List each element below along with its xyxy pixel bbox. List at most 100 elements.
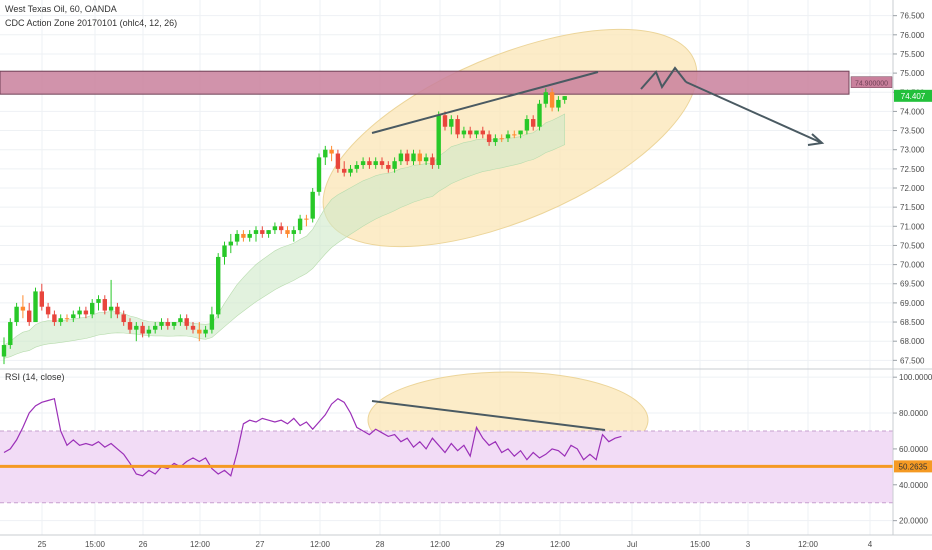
candle-body <box>518 130 523 135</box>
candle-body <box>178 318 183 323</box>
time-tick-label: 15:00 <box>85 540 106 549</box>
candle-body <box>241 233 246 238</box>
candle-body <box>367 161 372 166</box>
candle-body <box>543 92 548 104</box>
candle-body <box>493 138 498 143</box>
price-tick-label: 72.500 <box>900 165 925 174</box>
candle-body <box>442 115 448 127</box>
candle-body <box>348 168 353 173</box>
candle-body <box>90 302 95 315</box>
time-tick-label: 12:00 <box>798 540 819 549</box>
price-tick-label: 67.500 <box>900 356 925 365</box>
candle-body <box>102 299 107 311</box>
candle-body <box>285 230 290 234</box>
candle-body <box>58 318 63 323</box>
candle-body <box>486 134 492 143</box>
candle-body <box>373 161 378 166</box>
candle-body <box>272 226 278 231</box>
candle-body <box>310 191 315 219</box>
candle-body <box>304 218 309 220</box>
candle-body <box>512 134 517 136</box>
indicator-title: CDC Action Zone 20170101 (ohlc4, 12, 26) <box>5 18 178 28</box>
candle-body <box>316 157 322 192</box>
candle-body <box>398 153 404 162</box>
price-tick-label: 75.000 <box>900 69 925 78</box>
time-tick-label: 12:00 <box>550 540 571 549</box>
candle-body <box>153 325 158 330</box>
time-tick-label: 28 <box>376 540 385 549</box>
candle-body <box>146 329 152 334</box>
rsi-level-label: 50.2635 <box>899 462 928 471</box>
candle-body <box>480 130 485 135</box>
candle-body <box>33 291 38 323</box>
candle-body <box>96 299 101 303</box>
candle-body <box>411 153 416 162</box>
zigzag-projection <box>640 66 687 90</box>
candle-body <box>436 115 441 166</box>
candle-body <box>329 149 334 154</box>
candle-body <box>260 230 265 234</box>
drawing-tools <box>371 66 825 431</box>
candle-body <box>474 130 479 135</box>
candle-body <box>556 99 561 108</box>
candle-body <box>417 153 422 162</box>
candle-body <box>291 230 296 234</box>
candle-body <box>468 130 473 135</box>
rsi-level-badge <box>894 460 932 473</box>
candle-body <box>247 233 252 238</box>
candle-body <box>190 325 196 330</box>
zone-price-label: 74.900000 <box>855 81 888 88</box>
candlestick-series <box>1 88 567 365</box>
price-tick-label: 68.500 <box>900 318 925 327</box>
candle-body <box>115 306 120 315</box>
time-tick-label: 25 <box>38 540 47 549</box>
price-tick-label: 74.000 <box>900 107 925 116</box>
candle-body <box>83 310 89 315</box>
last-price-label: 74.407 <box>901 92 926 101</box>
candle-body <box>222 245 227 257</box>
candle-body <box>39 291 44 307</box>
candle-body <box>360 161 366 166</box>
price-tick-label: 73.000 <box>900 146 925 155</box>
time-tick-label: 29 <box>496 540 505 549</box>
rsi-tick-label: 80.0000 <box>899 409 928 418</box>
candle-body <box>455 119 460 135</box>
candle-body <box>461 130 467 135</box>
candle-body <box>430 157 435 166</box>
projection-arrow <box>685 81 823 144</box>
price-tick-label: 76.500 <box>900 12 925 21</box>
candle-body <box>77 310 82 315</box>
candle-body <box>1 345 7 357</box>
zone-price-badge <box>850 76 893 88</box>
candle-body <box>279 226 284 231</box>
candle-body <box>392 161 397 169</box>
resistance-zone <box>0 70 850 95</box>
candle-body <box>228 241 233 246</box>
candle-body <box>134 325 139 330</box>
cdc-action-zone-band <box>0 70 850 359</box>
price-tick-label: 71.000 <box>900 222 925 231</box>
candle-body <box>323 149 328 158</box>
time-tick-label: 26 <box>139 540 148 549</box>
candle-body <box>234 233 240 242</box>
candle-body <box>20 306 26 311</box>
rsi-line <box>3 397 622 477</box>
candle-body <box>52 314 57 323</box>
price-tick-label: 71.500 <box>900 203 925 212</box>
candle-body <box>127 322 133 330</box>
rsi-tick-label: 100.0000 <box>899 373 932 382</box>
price-tick-label: 73.500 <box>900 127 925 136</box>
candle-body <box>423 157 429 162</box>
candle-body <box>342 168 347 173</box>
candle-body <box>165 322 170 326</box>
rsi-tick-label: 20.0000 <box>899 517 928 526</box>
candle-body <box>121 314 126 323</box>
candle-body <box>140 325 145 334</box>
candle-body <box>297 218 303 231</box>
price-tick-label: 70.500 <box>900 241 925 250</box>
time-tick-label: 27 <box>256 540 265 549</box>
price-tick-label: 68.000 <box>900 337 925 346</box>
candle-body <box>216 256 221 315</box>
